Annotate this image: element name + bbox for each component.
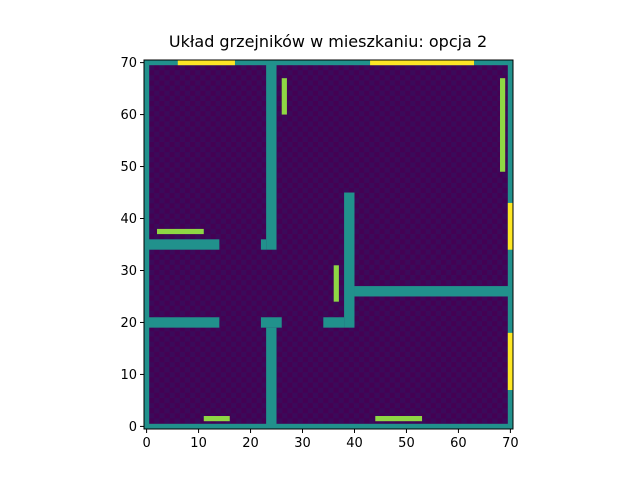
- radiator-3: [333, 265, 339, 302]
- x-tick-label-1: 10: [190, 436, 207, 451]
- x-tick-label-6: 60: [450, 436, 467, 451]
- wall-segment-1: [144, 60, 513, 66]
- y-tick-label-4: 40: [120, 212, 137, 227]
- window-3: [507, 332, 513, 391]
- window-0: [177, 60, 235, 66]
- y-tick-label-5: 50: [120, 160, 137, 175]
- x-tick-label-0: 0: [142, 436, 150, 451]
- y-tick-label-7: 70: [120, 56, 137, 71]
- x-tick-label-4: 40: [346, 436, 363, 451]
- radiator-5: [375, 416, 423, 422]
- y-tick-label-0: 0: [129, 420, 137, 435]
- x-tick-label-3: 30: [294, 436, 311, 451]
- wall-segment-4: [266, 60, 277, 250]
- y-tick-label-3: 30: [120, 264, 137, 279]
- radiator-1: [500, 78, 506, 172]
- wall-segment-7: [144, 317, 220, 328]
- wall-segment-12: [354, 286, 513, 297]
- radiator-4: [203, 416, 230, 422]
- x-tick-label-2: 20: [242, 436, 259, 451]
- y-tick-label-2: 20: [120, 316, 137, 331]
- radiator-0: [281, 78, 287, 115]
- radiator-2: [156, 228, 204, 235]
- window-1: [370, 60, 475, 66]
- x-tick-label-7: 70: [502, 436, 519, 451]
- chart-title: Układ grzejników w mieszkaniu: opcja 2: [168, 32, 488, 51]
- plot-frame: [143, 59, 514, 430]
- wall-segment-5: [260, 239, 267, 250]
- wall-segment-8: [260, 317, 282, 328]
- wall-segment-6: [144, 239, 220, 250]
- wall-segment-9: [266, 327, 277, 429]
- window-2: [507, 202, 513, 250]
- x-tick-label-5: 50: [398, 436, 415, 451]
- y-tick-label-1: 10: [120, 368, 137, 383]
- y-tick-label-6: 60: [120, 108, 137, 123]
- wall-segment-11: [323, 317, 345, 328]
- wall-segment-0: [144, 423, 513, 429]
- wall-segment-10: [344, 192, 355, 328]
